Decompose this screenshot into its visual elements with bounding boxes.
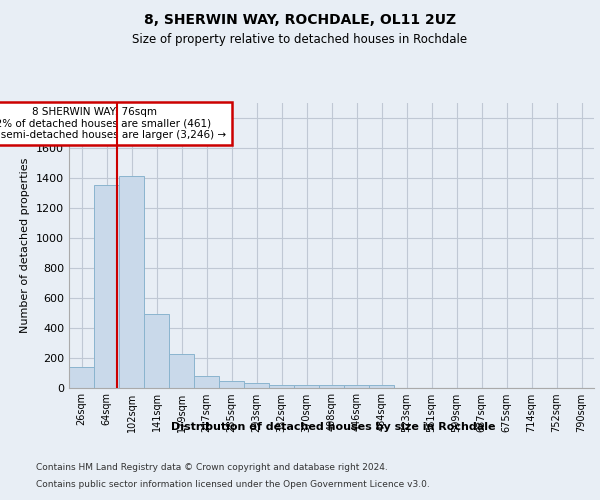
Bar xyxy=(244,384,269,388)
Bar xyxy=(319,385,344,388)
Text: 8 SHERWIN WAY: 76sqm
← 12% of detached houses are smaller (461)
86% of semi-deta: 8 SHERWIN WAY: 76sqm ← 12% of detached h… xyxy=(0,107,227,140)
Text: Distribution of detached houses by size in Rochdale: Distribution of detached houses by size … xyxy=(171,422,495,432)
Bar xyxy=(369,385,394,388)
Bar xyxy=(219,381,244,388)
Y-axis label: Number of detached properties: Number of detached properties xyxy=(20,158,31,332)
Bar xyxy=(94,185,119,388)
Bar xyxy=(194,376,219,388)
Bar xyxy=(119,176,144,388)
Bar xyxy=(69,367,94,388)
Text: Size of property relative to detached houses in Rochdale: Size of property relative to detached ho… xyxy=(133,32,467,46)
Bar xyxy=(344,385,369,388)
Bar xyxy=(269,385,294,388)
Text: Contains public sector information licensed under the Open Government Licence v3: Contains public sector information licen… xyxy=(36,480,430,489)
Bar xyxy=(169,354,194,388)
Text: 8, SHERWIN WAY, ROCHDALE, OL11 2UZ: 8, SHERWIN WAY, ROCHDALE, OL11 2UZ xyxy=(144,12,456,26)
Bar xyxy=(144,314,169,388)
Text: Contains HM Land Registry data © Crown copyright and database right 2024.: Contains HM Land Registry data © Crown c… xyxy=(36,462,388,471)
Bar xyxy=(294,384,319,388)
